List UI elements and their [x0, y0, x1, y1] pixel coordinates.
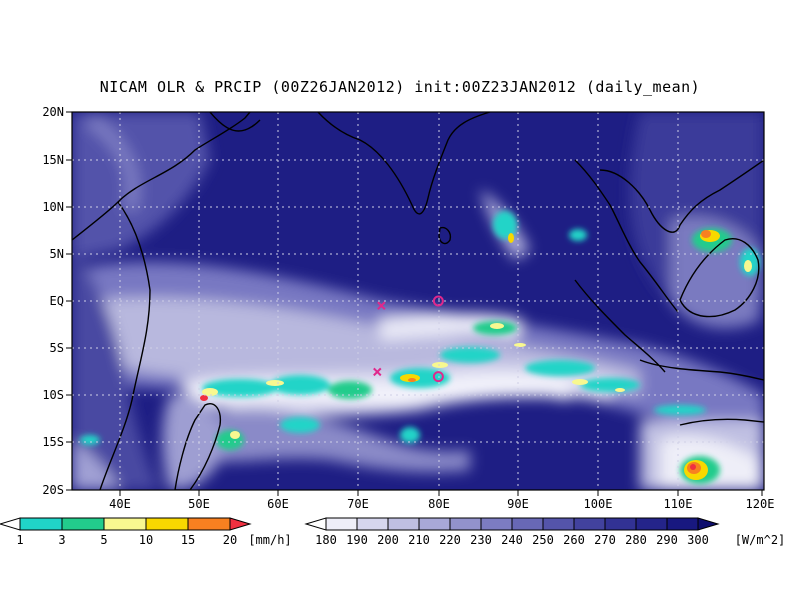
lat-tick-label: 15N	[42, 153, 64, 167]
site-cross-marker	[373, 367, 382, 377]
lon-tick-label: 110E	[664, 497, 693, 511]
olr-colorbar-swatch	[573, 517, 606, 531]
lat-tick-label: 5S	[50, 341, 64, 355]
olr-tick-label: 190	[346, 533, 368, 547]
olr-tick-label: 210	[408, 533, 430, 547]
lat-tick-label: 10N	[42, 200, 64, 214]
olr-colorbar-swatch	[325, 517, 358, 531]
olr-colorbar-swatch	[480, 517, 513, 531]
olr-tick-label: 220	[439, 533, 461, 547]
olr-colorbar-arrow-right	[697, 517, 720, 531]
lon-tick-label: 120E	[746, 497, 775, 511]
lon-tick-label: 50E	[188, 497, 210, 511]
precip-colorbar-swatch	[145, 517, 189, 531]
olr-colorbar-swatch	[387, 517, 420, 531]
lon-tick-label: 100E	[584, 497, 613, 511]
precip-colorbar-swatch	[187, 517, 231, 531]
olr-tick-label: 290	[656, 533, 678, 547]
lat-tick-label: EQ	[50, 294, 64, 308]
precip-colorbar-swatch	[61, 517, 105, 531]
olr-colorbar-swatch	[449, 517, 482, 531]
olr-tick-label: 180	[315, 533, 337, 547]
olr-colorbar-swatch	[542, 517, 575, 531]
lat-tick-label: 5N	[50, 247, 64, 261]
olr-colorbar-swatch	[356, 517, 389, 531]
site-cross-marker	[377, 301, 386, 310]
olr-colorbar-swatch	[666, 517, 699, 531]
olr-colorbar-swatch	[418, 517, 451, 531]
lon-tick-label: 90E	[507, 497, 529, 511]
olr-colorbar-arrow-left	[304, 517, 327, 531]
precip-unit-label: [mm/h]	[248, 533, 291, 547]
olr-tick-label: 250	[532, 533, 554, 547]
graticule	[72, 112, 764, 490]
lat-tick-label: 10S	[42, 388, 64, 402]
olr-tick-label: 300	[687, 533, 709, 547]
olr-cloud-bands	[72, 112, 764, 490]
lon-tick-label: 60E	[267, 497, 289, 511]
lon-tick-label: 80E	[428, 497, 450, 511]
precip-tick-label: 1	[16, 533, 23, 547]
olr-tick-label: 270	[594, 533, 616, 547]
precip-tick-label: 10	[139, 533, 153, 547]
precip-colorbar-swatch	[19, 517, 63, 531]
lon-tick-label: 70E	[347, 497, 369, 511]
precip-patches	[80, 211, 760, 484]
coastlines	[72, 112, 764, 490]
precip-colorbar-arrow-left	[0, 517, 21, 531]
precip-tick-label: 15	[181, 533, 195, 547]
site-circle-marker	[432, 295, 444, 307]
olr-colorbar-swatch	[511, 517, 544, 531]
olr-colorbar-swatch	[604, 517, 637, 531]
lat-tick-label: 15S	[42, 435, 64, 449]
olr-tick-label: 260	[563, 533, 585, 547]
lat-tick-label: 20N	[42, 105, 64, 119]
precip-colorbar-swatch	[103, 517, 147, 531]
precip-colorbar-arrow-right	[229, 517, 252, 531]
olr-colorbar-swatch	[635, 517, 668, 531]
lat-axis: 20N 15N 10N 5N EQ 5S 10S 15S 20S	[42, 105, 72, 497]
olr-tick-label: 240	[501, 533, 523, 547]
lon-tick-label: 40E	[109, 497, 131, 511]
site-markers	[373, 295, 444, 383]
map-plot-area	[72, 112, 764, 490]
olr-unit-label: [W/m^2]	[735, 533, 786, 547]
precip-tick-label: 5	[100, 533, 107, 547]
site-circle-marker	[432, 371, 444, 383]
olr-tick-label: 280	[625, 533, 647, 547]
olr-tick-label: 200	[377, 533, 399, 547]
precip-tick-label: 3	[58, 533, 65, 547]
olr-tick-label: 230	[470, 533, 492, 547]
lon-axis: 40E 50E 60E 70E 80E 90E 100E 110E 120E	[109, 490, 774, 511]
map-title: NICAM OLR & PRCIP (00Z26JAN2012) init:00…	[99, 78, 701, 96]
precip-tick-label: 20	[223, 533, 237, 547]
precip-cores	[200, 230, 752, 480]
olr-colorbar: 180 190 200 210 220 230 240 250 260 270 …	[304, 517, 786, 547]
lat-tick-label: 20S	[42, 483, 64, 497]
precip-colorbar: 1 3 5 10 15 20 [mm/h]	[0, 517, 292, 547]
